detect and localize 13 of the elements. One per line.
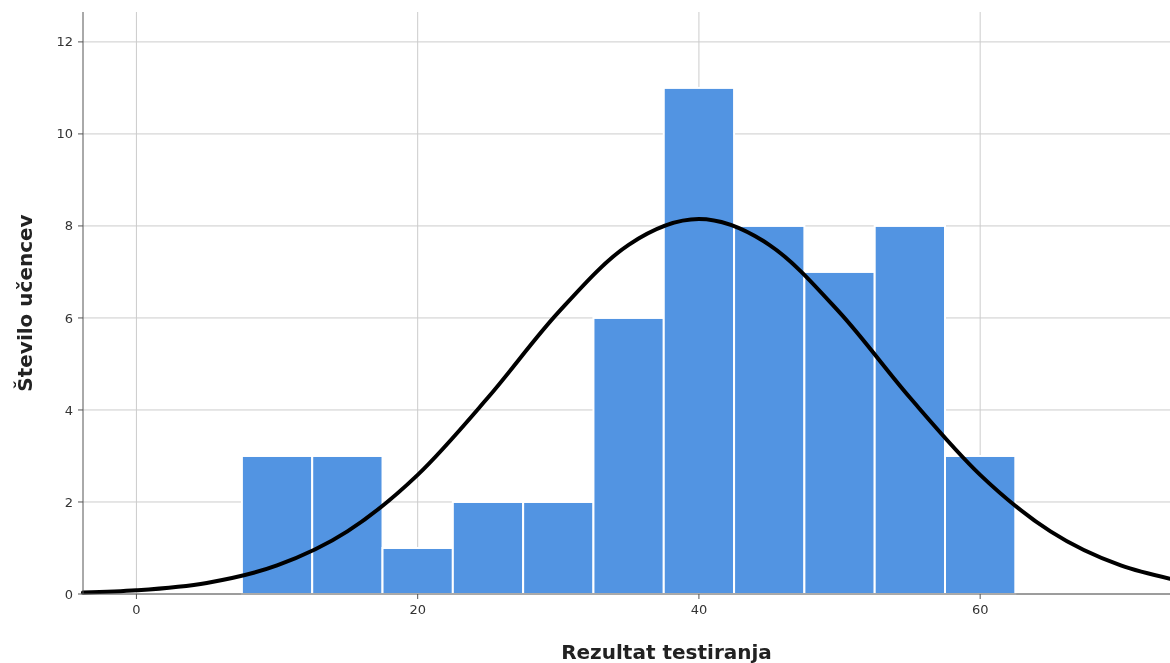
x-tick-label: 20	[409, 602, 426, 617]
y-tick-label: 8	[64, 218, 73, 234]
y-tick-label: 12	[56, 34, 73, 50]
x-tick-label: 60	[971, 602, 989, 617]
y-tick-label: 4	[64, 402, 73, 418]
y-tick-label: 10	[56, 126, 73, 142]
y-tick-label: 2	[64, 494, 73, 510]
x-tick-label: 40	[690, 602, 708, 617]
y-axis-title: Število učencev	[13, 214, 37, 392]
x-axis-title: Rezultat testiranja	[561, 640, 772, 663]
x-tick-label: 0	[132, 602, 141, 617]
y-tick-label: 0	[64, 586, 73, 602]
y-tick-label: 6	[64, 310, 73, 326]
